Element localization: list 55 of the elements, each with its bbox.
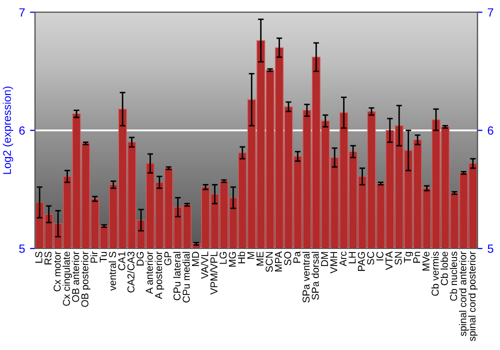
y-axis-title: Log2 (expression) (2, 86, 14, 174)
x-tick-label: CPu lateral (173, 252, 181, 300)
x-tick-label: SO (284, 252, 292, 266)
x-tick-label: DG (136, 252, 144, 266)
x-tick-label: A posterior (154, 251, 164, 300)
x-tick-label: PAG (358, 252, 365, 271)
x-tick-label: Arc (340, 252, 347, 266)
x-tick-label: OB anterior (72, 251, 80, 302)
x-tick-label: IC (376, 252, 384, 260)
x-tick-label: CPu medial (182, 252, 190, 302)
x-tick-label: MG (228, 252, 236, 267)
x-tick-label: LS (35, 252, 42, 263)
x-tick-label: ventral S (108, 252, 116, 291)
x-tick-label: SN (394, 252, 402, 265)
x-tick-label: LH (348, 252, 356, 264)
x-tick-label: A anterior (146, 251, 153, 294)
x-tick-label: Tg (404, 252, 414, 263)
x-tick-label: spinal cord anterior (459, 251, 468, 336)
x-tick-label: OB posterior (81, 251, 90, 307)
x-tick-label: CA1 (118, 252, 126, 270)
x-tick-label: Cb lobe (440, 252, 448, 286)
x-tick-label: VMH (330, 252, 338, 274)
x-tick-label: ME (256, 252, 264, 266)
y-tick-label: 7 (19, 8, 25, 17)
x-tick-label: M (247, 252, 254, 259)
x-tick-label: Cb nucleus (450, 252, 458, 301)
x-tick-label: MPA (275, 251, 282, 272)
x-tick-label: CA2/CA3 (127, 252, 134, 292)
x-tick-label: VTA (386, 251, 393, 270)
x-tick-label: VA/VL (200, 252, 208, 279)
y-tick-label: 6 (19, 126, 25, 135)
x-tick-label: Cx cingulate (62, 252, 72, 306)
x-tick-label: SCN (266, 252, 273, 272)
y2-tick-label: 7 (488, 8, 494, 17)
x-tick-label: Pir (90, 251, 98, 263)
x-tick-label: GP (164, 252, 172, 266)
x-tick-label: LG (220, 252, 227, 264)
x-tick-label: Hb (238, 252, 246, 264)
x-tick-label: Cx motor (54, 251, 61, 292)
x-tick-label: spinal cord posterior (468, 251, 478, 342)
x-tick-label: SPa dorsal (312, 252, 319, 300)
x-tick-label: VPM/VPL (210, 252, 218, 295)
x-tick-label: SPa ventral (302, 252, 310, 303)
x-tick-label: Tu (100, 252, 107, 262)
y2-tick-label: 5 (488, 244, 494, 253)
y2-tick-label: 6 (488, 126, 494, 135)
x-tick-label: DM (321, 252, 328, 266)
x-tick-label: MD (192, 252, 199, 266)
x-tick-label: Pn (413, 252, 420, 263)
x-tick-label: Pa (293, 251, 300, 263)
y-tick-label: 5 (19, 244, 25, 253)
x-tick-label: SC (367, 252, 374, 265)
x-tick-label: RS (44, 252, 52, 264)
x-tick-label: Cb vermis (431, 252, 439, 296)
x-tick-label: MVe (422, 252, 430, 270)
